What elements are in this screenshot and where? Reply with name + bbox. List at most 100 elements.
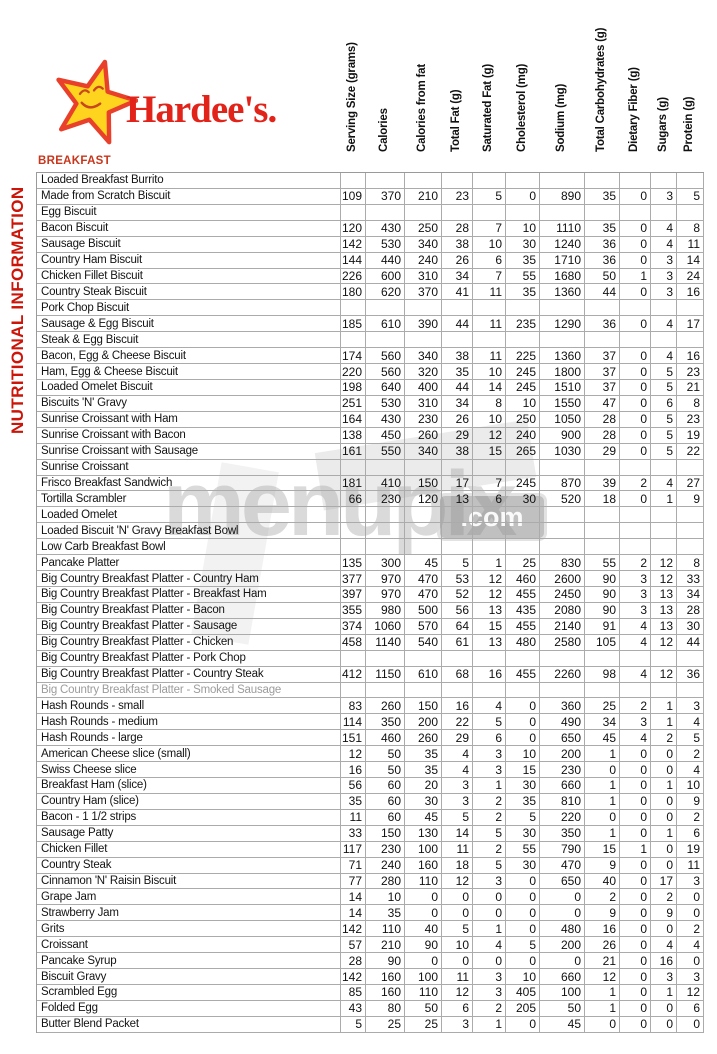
item-name-cell: Country Steak <box>37 857 341 874</box>
value-cell: 0 <box>405 953 442 970</box>
value-cell: 40 <box>405 921 442 938</box>
value-cell: 4 <box>677 714 704 731</box>
value-cell: 970 <box>366 586 405 603</box>
column-headers: Serving Size (grams) Calories Calories fro… <box>0 0 717 160</box>
value-cell: 6 <box>473 491 506 508</box>
value-cell: 14 <box>473 379 506 396</box>
value-cell: 5 <box>651 443 677 460</box>
item-name-cell: Country Ham Biscuit <box>37 252 341 269</box>
column-header: Dietary Fiber (g) <box>628 67 640 152</box>
value-cell: 71 <box>341 857 366 874</box>
value-cell: 1 <box>473 555 506 572</box>
value-cell: 3 <box>651 284 677 301</box>
value-cell: 29 <box>442 427 473 444</box>
item-name-cell: Sausage & Egg Biscuit <box>37 316 341 333</box>
value-cell: 0 <box>506 188 540 205</box>
value-cell: 0 <box>620 746 651 763</box>
value-cell <box>442 204 473 221</box>
value-cell: 50 <box>585 268 620 285</box>
value-cell: 45 <box>405 809 442 826</box>
value-cell: 27 <box>677 475 704 492</box>
value-cell: 0 <box>677 889 704 906</box>
value-cell: 35 <box>405 762 442 779</box>
value-cell: 470 <box>540 857 585 874</box>
item-name-cell: Sunrise Croissant with Bacon <box>37 427 341 444</box>
value-cell <box>341 539 366 556</box>
value-cell: 3 <box>473 746 506 763</box>
value-cell <box>341 523 366 540</box>
value-cell: 620 <box>366 284 405 301</box>
value-cell: 570 <box>405 618 442 635</box>
value-cell: 410 <box>366 475 405 492</box>
value-cell <box>540 523 585 540</box>
value-cell: 0 <box>540 905 585 922</box>
value-cell: 360 <box>540 698 585 715</box>
value-cell: 5 <box>442 921 473 938</box>
value-cell: 15 <box>585 841 620 858</box>
value-cell: 1140 <box>366 634 405 651</box>
value-cell: 150 <box>405 698 442 715</box>
value-cell: 440 <box>366 252 405 269</box>
value-cell: 530 <box>366 395 405 412</box>
item-name-cell: Big Country Breakfast Platter - Bacon <box>37 602 341 619</box>
value-cell: 9 <box>677 793 704 810</box>
value-cell: 5 <box>506 937 540 954</box>
value-cell: 6 <box>651 395 677 412</box>
value-cell: 1 <box>651 698 677 715</box>
item-name-cell: Country Steak Biscuit <box>37 284 341 301</box>
value-cell: 10 <box>366 889 405 906</box>
value-cell: 11 <box>473 316 506 333</box>
value-cell: 460 <box>506 571 540 587</box>
value-cell: 3 <box>442 793 473 810</box>
value-cell: 830 <box>540 555 585 572</box>
value-cell: 12 <box>442 985 473 1001</box>
value-cell: 9 <box>585 905 620 922</box>
value-cell <box>677 300 704 317</box>
value-cell: 36 <box>585 236 620 253</box>
value-cell <box>677 507 704 524</box>
value-cell: 1 <box>473 1016 506 1033</box>
value-cell <box>651 523 677 540</box>
value-cell: 34 <box>442 268 473 285</box>
value-cell: 13 <box>473 634 506 651</box>
value-cell: 220 <box>341 364 366 380</box>
value-cell: 5 <box>442 555 473 572</box>
value-cell: 350 <box>366 714 405 731</box>
value-cell: 230 <box>540 762 585 779</box>
value-cell <box>506 682 540 699</box>
value-cell: 0 <box>620 1016 651 1033</box>
value-cell <box>341 204 366 221</box>
value-cell: 405 <box>506 985 540 1001</box>
value-cell <box>620 650 651 667</box>
value-cell: 142 <box>341 969 366 986</box>
value-cell: 530 <box>366 236 405 253</box>
hardees-logo-text: Hardee's. <box>126 88 277 131</box>
value-cell <box>366 650 405 667</box>
value-cell: 160 <box>366 969 405 986</box>
value-cell: 500 <box>405 602 442 619</box>
value-cell <box>405 507 442 524</box>
value-cell: 2600 <box>540 571 585 587</box>
value-cell: 0 <box>405 905 442 922</box>
value-cell <box>442 539 473 556</box>
value-cell <box>442 650 473 667</box>
value-cell: 164 <box>341 411 366 428</box>
value-cell: 0 <box>506 714 540 731</box>
value-cell: 12 <box>473 571 506 587</box>
item-name-cell: Egg Biscuit <box>37 204 341 221</box>
value-cell: 3 <box>473 762 506 779</box>
value-cell: 35 <box>442 364 473 380</box>
value-cell: 245 <box>506 364 540 380</box>
value-cell <box>442 459 473 476</box>
value-cell: 44 <box>585 284 620 301</box>
value-cell: 0 <box>677 953 704 970</box>
value-cell: 0 <box>473 905 506 922</box>
value-cell <box>405 682 442 699</box>
value-cell <box>677 539 704 556</box>
value-cell: 0 <box>620 236 651 253</box>
value-cell <box>651 459 677 476</box>
value-cell: 34 <box>677 586 704 603</box>
value-cell: 34 <box>585 714 620 731</box>
value-cell: 0 <box>651 921 677 938</box>
value-cell: 4 <box>442 762 473 779</box>
